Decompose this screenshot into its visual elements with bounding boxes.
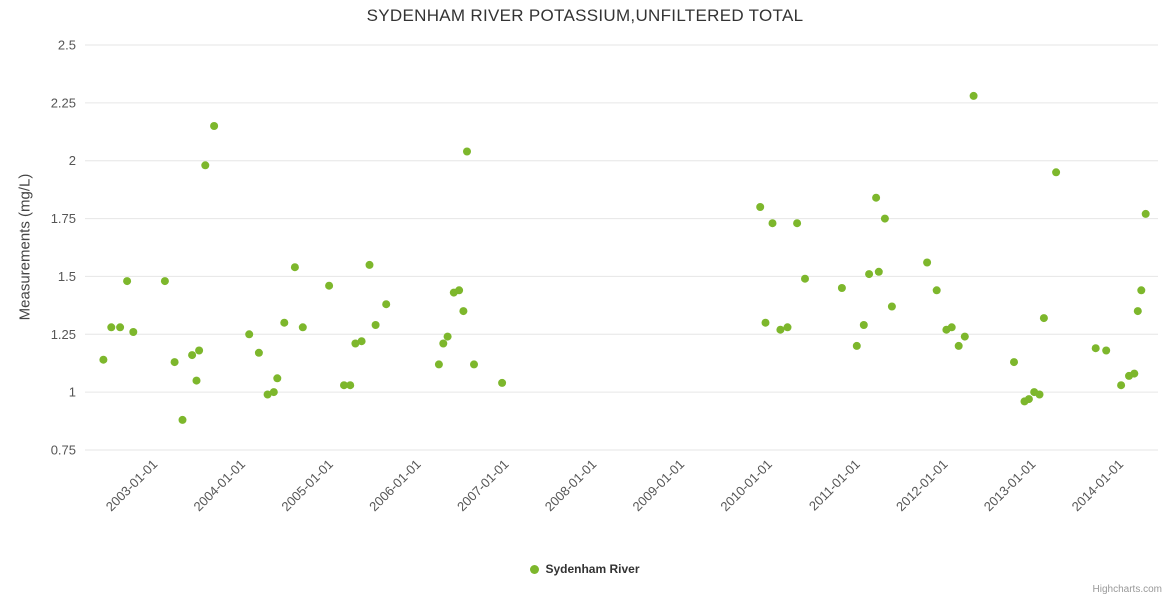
data-point[interactable]: [498, 378, 507, 387]
x-tick-label: 2014-01-01: [1069, 457, 1127, 515]
data-point[interactable]: [245, 330, 254, 339]
data-point[interactable]: [357, 337, 366, 346]
x-tick-label: 2009-01-01: [630, 457, 688, 515]
legend-item-label: Sydenham River: [545, 562, 640, 576]
data-point[interactable]: [351, 339, 360, 348]
data-point[interactable]: [1052, 168, 1061, 177]
data-point[interactable]: [768, 219, 777, 228]
data-point[interactable]: [123, 277, 132, 286]
legend-marker-icon: [530, 564, 540, 574]
data-point[interactable]: [443, 332, 452, 341]
data-point[interactable]: [859, 321, 868, 329]
data-point[interactable]: [932, 286, 941, 295]
data-point[interactable]: [880, 214, 889, 223]
data-point[interactable]: [1102, 346, 1111, 355]
data-point[interactable]: [1141, 209, 1150, 218]
data-point[interactable]: [129, 328, 138, 336]
data-point[interactable]: [837, 284, 846, 292]
credits-link[interactable]: Highcharts.com: [1092, 584, 1162, 595]
data-point[interactable]: [887, 302, 896, 311]
data-point[interactable]: [188, 351, 197, 360]
data-point[interactable]: [371, 321, 380, 329]
data-point[interactable]: [872, 193, 881, 202]
y-tick-label: 1: [69, 385, 76, 400]
y-tick-label: 1.25: [51, 327, 76, 342]
data-point[interactable]: [195, 346, 204, 355]
y-tick-label: 1.5: [58, 269, 76, 284]
data-point[interactable]: [463, 147, 471, 156]
chart-title: SYDENHAM RIVER POTASSIUM,UNFILTERED TOTA…: [366, 6, 804, 25]
data-point[interactable]: [269, 388, 278, 397]
data-point[interactable]: [210, 122, 219, 130]
x-tick-label: 2010-01-01: [717, 457, 775, 515]
data-point[interactable]: [439, 339, 448, 348]
data-point[interactable]: [107, 323, 116, 332]
data-point[interactable]: [116, 323, 125, 332]
data-point[interactable]: [776, 325, 785, 334]
data-point[interactable]: [192, 376, 201, 385]
data-point[interactable]: [1133, 307, 1142, 316]
data-point[interactable]: [756, 203, 765, 211]
x-tick-label: 2012-01-01: [893, 457, 951, 515]
data-point[interactable]: [1039, 314, 1048, 323]
data-point[interactable]: [923, 258, 932, 267]
y-tick-label: 0.75: [51, 443, 76, 458]
legend[interactable]: Sydenham River: [0, 562, 1170, 576]
data-point[interactable]: [1117, 381, 1126, 390]
data-point[interactable]: [470, 360, 478, 369]
x-tick-label: 2013-01-01: [981, 457, 1039, 515]
data-point[interactable]: [365, 260, 374, 269]
data-point[interactable]: [459, 307, 468, 316]
data-point[interactable]: [947, 323, 956, 332]
data-point[interactable]: [434, 360, 443, 369]
data-point[interactable]: [874, 267, 883, 276]
data-point[interactable]: [1010, 358, 1018, 367]
data-point[interactable]: [340, 381, 348, 390]
data-point[interactable]: [382, 300, 391, 309]
data-point[interactable]: [170, 358, 179, 367]
data-point[interactable]: [954, 341, 963, 350]
x-tick-label: 2004-01-01: [191, 457, 249, 515]
data-point[interactable]: [793, 219, 802, 228]
y-tick-label: 1.75: [51, 211, 76, 226]
data-point[interactable]: [99, 355, 108, 364]
data-point[interactable]: [346, 381, 355, 390]
data-point[interactable]: [865, 270, 874, 279]
data-point[interactable]: [455, 286, 464, 295]
data-point[interactable]: [1130, 369, 1139, 378]
data-point[interactable]: [1137, 286, 1146, 295]
data-point[interactable]: [783, 323, 792, 332]
x-tick-label: 2007-01-01: [454, 457, 512, 515]
x-tick-label: 2011-01-01: [806, 457, 863, 514]
x-tick-label: 2005-01-01: [278, 457, 336, 515]
data-point[interactable]: [280, 318, 289, 327]
data-point[interactable]: [273, 374, 282, 383]
x-tick-label: 2006-01-01: [366, 457, 424, 515]
data-point[interactable]: [1091, 344, 1100, 353]
x-tick-label: 2008-01-01: [542, 457, 600, 515]
data-point[interactable]: [254, 348, 263, 357]
data-point[interactable]: [298, 323, 307, 332]
data-point[interactable]: [290, 263, 299, 272]
x-tick-label: 2003-01-01: [103, 457, 161, 515]
data-point[interactable]: [761, 318, 770, 327]
data-point[interactable]: [160, 277, 169, 286]
data-point[interactable]: [263, 390, 272, 399]
data-point[interactable]: [1035, 390, 1044, 399]
data-point[interactable]: [201, 161, 210, 170]
data-point[interactable]: [178, 415, 187, 424]
data-point[interactable]: [1024, 395, 1033, 404]
data-point[interactable]: [852, 341, 861, 350]
data-point[interactable]: [801, 274, 809, 283]
data-point[interactable]: [325, 281, 334, 290]
data-point[interactable]: [960, 332, 969, 341]
y-tick-label: 2: [69, 153, 76, 168]
y-tick-label: 2.25: [51, 95, 76, 110]
y-tick-label: 2.5: [58, 38, 76, 53]
data-point[interactable]: [969, 91, 978, 100]
